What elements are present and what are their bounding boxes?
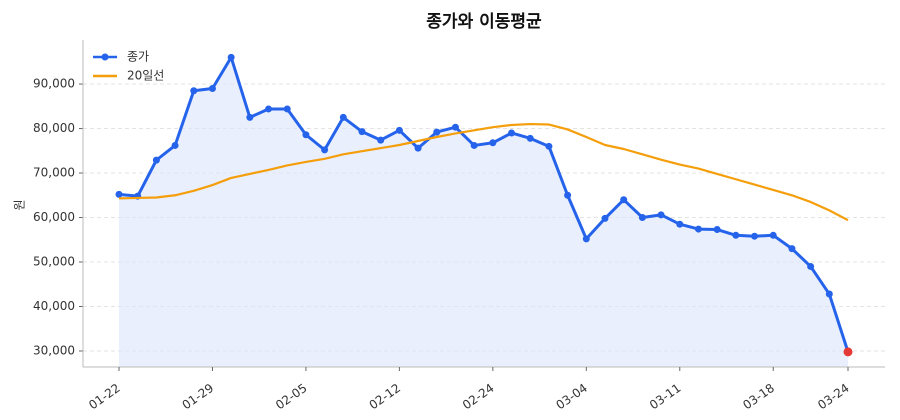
point: [732, 231, 740, 239]
x-tick-label: 03-24: [815, 381, 852, 412]
point: [545, 142, 553, 150]
point: [283, 105, 291, 113]
x-tick-label: 02-12: [367, 381, 404, 412]
point: [638, 214, 646, 222]
point: [825, 290, 833, 298]
point: [751, 232, 759, 240]
point: [769, 231, 777, 239]
point: [171, 141, 179, 149]
point: [190, 87, 198, 95]
point: [246, 113, 254, 121]
point: [843, 347, 853, 357]
point: [526, 134, 534, 142]
point: [302, 131, 310, 139]
y-tick-label: 70,000: [33, 166, 75, 180]
x-tick-label: 03-11: [647, 381, 684, 412]
point: [620, 196, 628, 204]
point: [321, 146, 329, 154]
line: [118, 122, 849, 222]
y-tick-label: 80,000: [33, 121, 75, 135]
area: [119, 57, 848, 368]
point: [358, 128, 366, 136]
point: [265, 105, 273, 113]
line: [118, 55, 850, 353]
point: [377, 136, 385, 144]
y-tick-label: 60,000: [33, 210, 75, 224]
point: [414, 144, 422, 152]
x-tick-label: 01-22: [86, 381, 123, 412]
legend-label: 종가: [127, 50, 149, 64]
point: [395, 126, 403, 134]
point: [470, 141, 478, 149]
y-axis-title: 원: [13, 199, 27, 210]
y-tick-label: 90,000: [33, 77, 75, 91]
point: [582, 235, 590, 243]
point: [115, 190, 123, 198]
x-tick-label: 03-18: [740, 381, 777, 412]
x-tick-label: 02-05: [273, 381, 310, 412]
point: [489, 139, 497, 147]
x-tick-label: 02-24: [460, 381, 497, 412]
point: [433, 128, 441, 136]
point: [807, 262, 815, 270]
point: [208, 84, 216, 92]
legend-label: 20일선: [127, 69, 164, 83]
legend-marker: [101, 53, 109, 61]
point: [788, 245, 796, 253]
point: [339, 113, 347, 121]
point: [713, 226, 721, 234]
point: [657, 211, 665, 219]
x-tick-label: 03-04: [553, 381, 590, 412]
point: [508, 129, 516, 137]
point: [694, 225, 702, 233]
chart-title: 종가와 이동평균: [426, 12, 542, 32]
y-tick-label: 50,000: [33, 255, 75, 269]
point: [451, 123, 459, 131]
point: [676, 220, 684, 228]
y-tick-label: 30,000: [33, 343, 75, 357]
point: [601, 214, 609, 222]
point: [152, 156, 160, 164]
y-tick-label: 40,000: [33, 299, 75, 313]
point: [564, 191, 572, 199]
point: [227, 53, 235, 61]
x-tick-label: 01-29: [180, 381, 217, 412]
